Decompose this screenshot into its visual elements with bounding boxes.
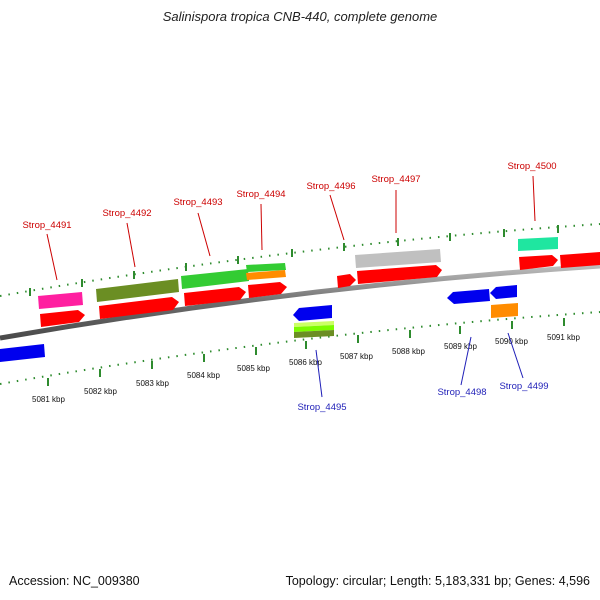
cds-arrow[interactable] xyxy=(0,344,45,362)
gene-label[interactable]: Strop_4498 xyxy=(437,387,486,398)
scale-label: 5089 kbp xyxy=(444,342,477,351)
reverse-leaders xyxy=(315,332,524,398)
scale-label: 5081 kbp xyxy=(32,395,65,404)
accession-text: Accession: NC_009380 xyxy=(9,574,140,588)
gene-label[interactable]: Strop_4495 xyxy=(297,402,346,413)
scale-labels: 5081 kbp 5082 kbp 5083 kbp 5084 kbp 5085… xyxy=(32,333,580,404)
scale-label: 5091 kbp xyxy=(547,333,580,342)
feature-bar[interactable] xyxy=(246,270,286,280)
map-title: Salinispora tropica CNB-440, complete ge… xyxy=(162,9,438,24)
scale-label: 5083 kbp xyxy=(136,379,169,388)
cds-arrow[interactable] xyxy=(337,274,356,288)
cds-arrow[interactable] xyxy=(357,265,442,284)
inner-tick-track xyxy=(0,311,600,385)
feature-bar[interactable] xyxy=(355,249,441,268)
scale-label: 5085 kbp xyxy=(237,364,270,373)
gene-label[interactable]: Strop_4500 xyxy=(507,161,556,172)
forward-gene-labels: Strop_4491 Strop_4492 Strop_4493 Strop_4… xyxy=(22,161,556,231)
feature-bar[interactable] xyxy=(294,330,334,338)
feature-bar[interactable] xyxy=(96,279,179,302)
scale-label: 5086 kbp xyxy=(289,358,322,367)
forward-leaders xyxy=(46,175,536,281)
cds-arrow[interactable] xyxy=(560,252,600,268)
scale-label: 5082 kbp xyxy=(84,387,117,396)
cds-arrow[interactable] xyxy=(99,297,179,319)
gene-label[interactable]: Strop_4491 xyxy=(22,220,71,231)
feature-bar[interactable] xyxy=(38,292,83,309)
outer-tick-track xyxy=(0,223,600,297)
scale-label: 5090 kbp xyxy=(495,337,528,346)
cds-arrow[interactable] xyxy=(490,285,517,299)
feature-bar[interactable] xyxy=(294,325,334,332)
genome-backbone xyxy=(0,263,600,341)
cds-arrow[interactable] xyxy=(40,310,85,327)
cds-arrow[interactable] xyxy=(184,287,246,306)
gene-label[interactable]: Strop_4493 xyxy=(173,197,222,208)
cds-arrow[interactable] xyxy=(447,289,490,304)
reverse-gene-labels: Strop_4495 Strop_4498 Strop_4499 xyxy=(297,381,548,413)
scale-label: 5087 kbp xyxy=(340,352,373,361)
cds-arrow[interactable] xyxy=(519,255,558,270)
gene-label[interactable]: Strop_4496 xyxy=(306,181,355,192)
genome-summary-text: Topology: circular; Length: 5,183,331 bp… xyxy=(285,574,590,588)
outer-major-ticks xyxy=(29,225,559,296)
gene-label[interactable]: Strop_4497 xyxy=(371,174,420,185)
feature-bar[interactable] xyxy=(181,269,249,289)
feature-bar[interactable] xyxy=(246,263,286,272)
reverse-features xyxy=(0,285,518,362)
gene-label[interactable]: Strop_4492 xyxy=(102,208,151,219)
scale-label: 5084 kbp xyxy=(187,371,220,380)
cds-arrow[interactable] xyxy=(293,305,332,321)
scale-label: 5088 kbp xyxy=(392,347,425,356)
feature-bar[interactable] xyxy=(518,237,558,251)
forward-features xyxy=(38,237,600,327)
feature-bar[interactable] xyxy=(491,303,518,318)
inner-major-ticks xyxy=(47,318,565,386)
cds-arrow[interactable] xyxy=(248,282,287,298)
gene-label[interactable]: Strop_4499 xyxy=(499,381,548,392)
gene-label[interactable]: Strop_4494 xyxy=(236,189,285,200)
